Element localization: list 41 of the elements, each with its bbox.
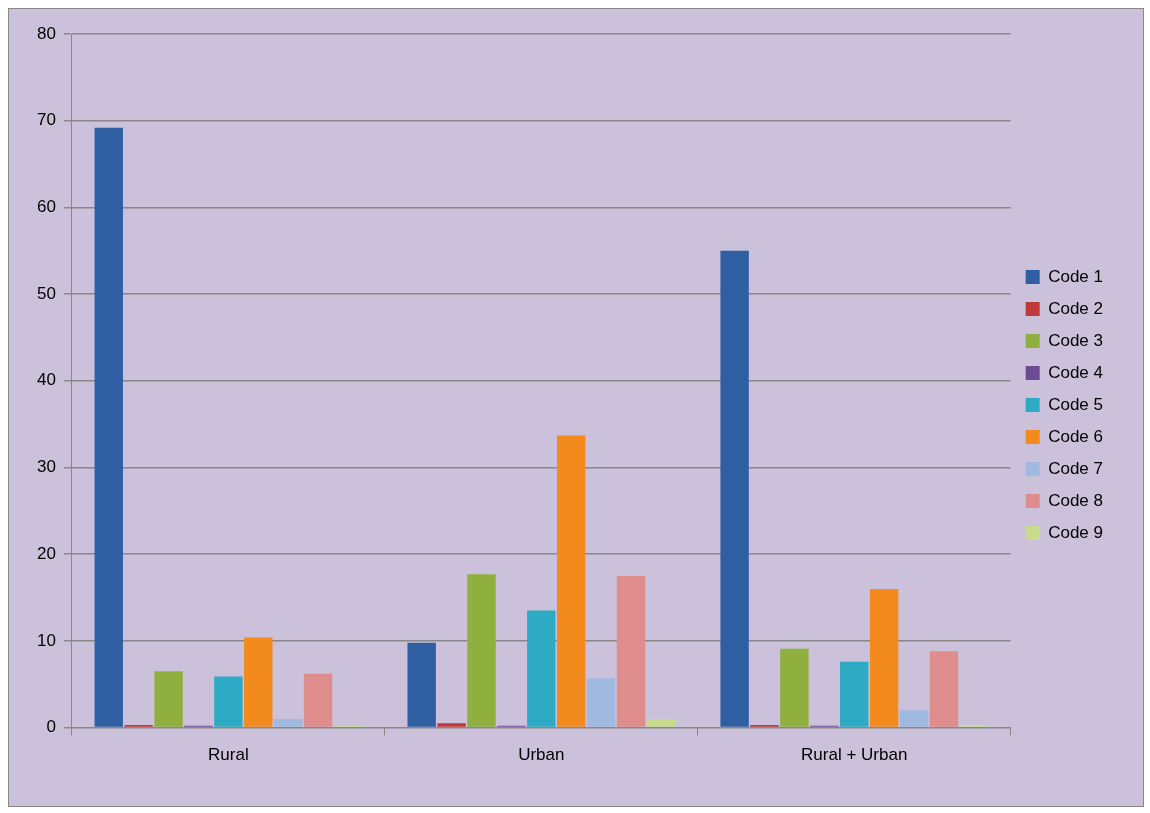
bar	[407, 642, 436, 727]
bar	[720, 250, 749, 727]
y-tick-label: 0	[46, 717, 56, 737]
y-tick-label: 50	[36, 283, 56, 303]
legend-label: Code 3	[1048, 330, 1104, 350]
y-tick-label: 20	[36, 543, 56, 563]
bar	[556, 435, 586, 727]
legend-label: Code 1	[1048, 266, 1104, 286]
legend-label: Code 9	[1048, 522, 1104, 542]
x-tick-label: Rural	[208, 745, 249, 765]
bar	[616, 575, 646, 727]
legend-label: Code 6	[1048, 426, 1104, 446]
bar	[437, 723, 466, 727]
bar	[214, 676, 243, 727]
legend-label: Code 5	[1048, 394, 1104, 414]
bar	[154, 671, 183, 727]
y-tick-label: 80	[36, 23, 56, 43]
bar	[869, 588, 899, 727]
bar	[94, 127, 123, 727]
bar	[929, 651, 959, 727]
bar	[899, 710, 929, 727]
y-tick-label: 40	[36, 370, 56, 390]
legend-label: Code 4	[1048, 362, 1104, 382]
y-tick-label: 70	[36, 110, 56, 130]
y-tick-label: 10	[36, 630, 56, 650]
x-tick-label: Rural + Urban	[801, 745, 908, 765]
bar	[467, 574, 496, 727]
bar	[840, 661, 869, 727]
legend-label: Code 7	[1048, 458, 1104, 478]
bar	[244, 637, 273, 727]
bar	[646, 718, 676, 727]
bar	[527, 610, 556, 727]
legend-label: Code 8	[1048, 490, 1104, 510]
bar	[273, 718, 303, 727]
bar	[586, 678, 616, 727]
bar	[780, 648, 809, 727]
y-tick-label: 30	[36, 457, 56, 477]
legend-label: Code 2	[1048, 298, 1104, 318]
x-tick-label: Urban	[518, 745, 565, 765]
y-tick-label: 60	[36, 197, 56, 217]
bar	[303, 673, 333, 727]
